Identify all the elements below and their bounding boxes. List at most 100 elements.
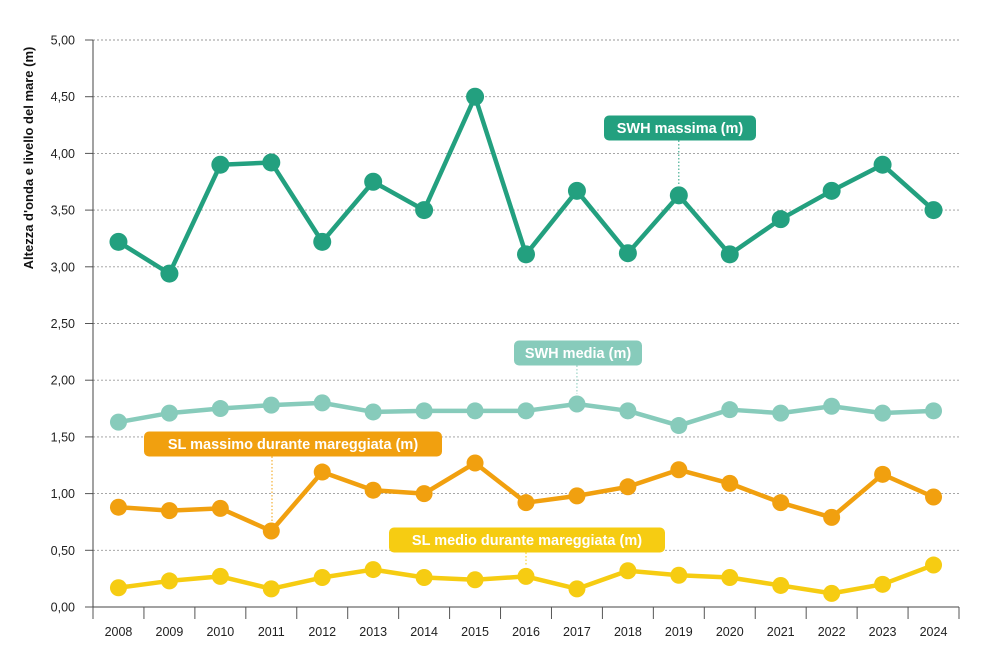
data-point <box>874 404 892 422</box>
y-tick-label: 0,00 <box>51 601 75 615</box>
data-point <box>873 155 892 174</box>
data-point <box>262 580 280 598</box>
data-point <box>160 404 178 422</box>
data-point <box>721 401 739 419</box>
data-point <box>517 245 535 264</box>
data-point <box>721 474 739 492</box>
label-text: SL massimo durante mareggiata (m) <box>168 437 419 453</box>
data-point <box>211 567 229 585</box>
series-1 <box>109 87 943 283</box>
y-tick-label: 1,00 <box>51 487 75 501</box>
data-point <box>313 394 331 412</box>
data-point <box>925 488 943 506</box>
y-tick-label: 3,00 <box>51 260 75 274</box>
x-tick-label: 2019 <box>665 625 693 639</box>
y-tick-label: 4,50 <box>51 90 75 104</box>
data-point <box>568 580 586 598</box>
x-tick-label: 2018 <box>614 625 642 639</box>
data-point <box>415 569 433 587</box>
data-point <box>211 400 229 418</box>
data-point <box>618 244 637 263</box>
y-axis-ticks: 0,00 0,50 1,00 1,50 2,00 2,50 3,00 3,50 4,00 4,50… <box>51 34 94 615</box>
data-point <box>109 232 128 251</box>
data-point <box>619 402 637 420</box>
x-tick-label: 2016 <box>512 625 540 639</box>
data-point <box>364 172 383 191</box>
data-point <box>720 245 739 264</box>
data-point <box>619 562 637 580</box>
data-point <box>517 494 535 512</box>
data-point <box>823 508 841 526</box>
y-tick-label: 2,00 <box>51 374 75 388</box>
label-text: SWH massima (m) <box>617 121 744 137</box>
x-tick-label: 2009 <box>156 625 184 639</box>
data-point <box>823 397 841 415</box>
x-tick-label: 2020 <box>716 625 744 639</box>
data-point <box>772 404 790 422</box>
data-point <box>160 264 179 283</box>
data-point <box>823 584 841 602</box>
data-point <box>262 396 280 414</box>
series-label-3: SL massimo durante mareggiata (m) <box>144 431 442 522</box>
label-background <box>514 340 642 366</box>
data-point <box>313 569 331 587</box>
data-point <box>822 181 841 200</box>
x-tick-label: 2012 <box>308 625 336 639</box>
y-tick-label: 0,50 <box>51 544 75 558</box>
series-labels: SWH massima (m) SWH media (m) SL massimo d… <box>144 115 756 567</box>
data-point <box>567 181 586 200</box>
data-point <box>262 153 281 172</box>
data-point <box>874 465 892 483</box>
data-point <box>109 413 127 431</box>
x-tick-label: 2014 <box>410 625 438 639</box>
y-tick-label: 1,50 <box>51 430 75 444</box>
label-background <box>389 527 665 553</box>
x-tick-label: 2010 <box>206 625 234 639</box>
data-point <box>364 481 382 499</box>
series-label-1: SWH massima (m) <box>604 115 756 186</box>
data-point <box>364 561 382 579</box>
label-text: SL medio durante mareggiata (m) <box>412 533 642 549</box>
y-tick-label: 3,50 <box>51 204 75 218</box>
series-label-4: SL medio durante mareggiata (m) <box>389 527 665 567</box>
x-tick-label: 2013 <box>359 625 387 639</box>
y-tick-label: 2,50 <box>51 317 75 331</box>
data-point <box>466 571 484 589</box>
data-point <box>466 87 485 106</box>
data-point <box>313 232 332 251</box>
y-tick-label: 5,00 <box>51 34 75 48</box>
data-point <box>211 499 229 517</box>
series-label-2: SWH media (m) <box>514 340 642 395</box>
data-point <box>669 186 688 205</box>
data-point <box>364 403 382 421</box>
x-tick-label: 2022 <box>818 625 846 639</box>
data-point <box>670 461 688 479</box>
data-point <box>160 502 178 520</box>
data-point <box>771 210 790 229</box>
x-tick-label: 2017 <box>563 625 591 639</box>
data-point <box>262 522 280 540</box>
y-axis-label: Altezza d'onda e livello del mare (m) <box>21 47 36 270</box>
data-point <box>874 575 892 593</box>
x-tick-label: 2011 <box>258 625 285 639</box>
data-point <box>415 201 434 220</box>
label-background <box>144 431 442 457</box>
series-4 <box>109 556 943 602</box>
data-point <box>517 567 535 585</box>
x-tick-label: 2024 <box>920 625 948 639</box>
data-point <box>772 494 790 512</box>
label-text: SWH media (m) <box>525 346 632 362</box>
data-point <box>466 454 484 472</box>
data-point <box>517 402 535 420</box>
series-2 <box>109 394 943 435</box>
data-point <box>109 498 127 516</box>
x-tick-label: 2023 <box>869 625 897 639</box>
data-point <box>568 487 586 505</box>
series-3 <box>109 454 943 540</box>
data-point <box>721 569 739 587</box>
data-point <box>670 566 688 584</box>
x-tick-label: 2015 <box>461 625 489 639</box>
data-point <box>925 402 943 420</box>
x-axis: 2008 2009 2010 2011 2012 2013 2014 2015 2016 2017… <box>92 606 960 639</box>
